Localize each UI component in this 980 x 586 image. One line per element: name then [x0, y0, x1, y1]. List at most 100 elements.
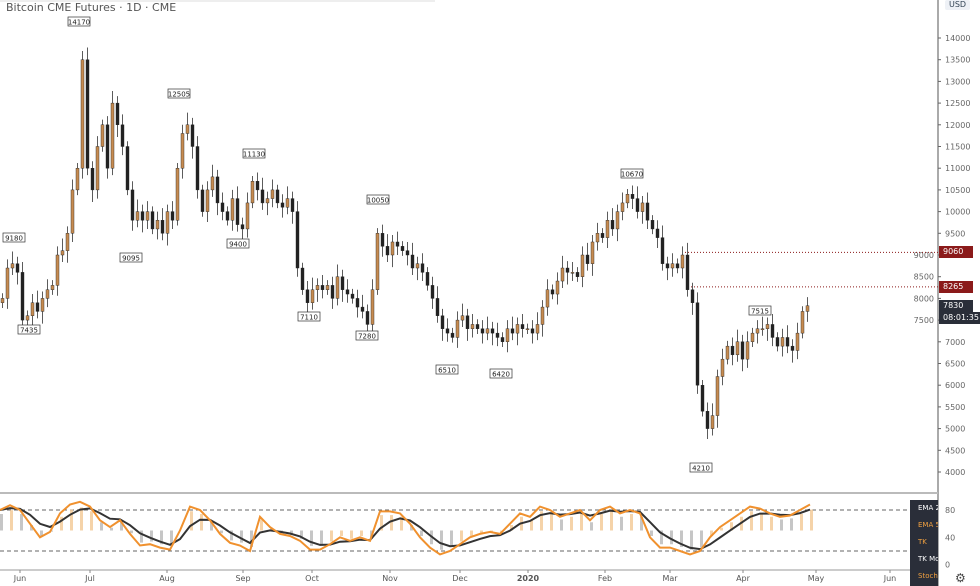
histogram-bar	[350, 530, 353, 539]
candle	[35, 290, 40, 319]
candle	[325, 280, 330, 295]
histogram-bar	[630, 514, 633, 531]
candle-body	[480, 328, 485, 334]
candle-body	[95, 146, 100, 191]
annotation-label: 10670	[621, 171, 643, 179]
x-tick-label: 2020	[517, 574, 540, 583]
candle	[205, 181, 210, 223]
candle-body	[10, 263, 15, 269]
candle-body	[115, 102, 120, 125]
candle	[255, 172, 260, 201]
y-tick-label: 4500	[945, 446, 965, 455]
histogram-bar	[410, 525, 413, 531]
candle-body	[225, 211, 230, 221]
candle-body	[580, 254, 585, 277]
candle-body	[240, 224, 245, 230]
candle-body	[520, 324, 525, 329]
candle	[140, 204, 145, 233]
histogram-bar	[470, 530, 473, 536]
candle	[605, 211, 610, 249]
candle	[795, 322, 800, 360]
candle	[360, 294, 365, 319]
price-line-label-8265: 8265	[939, 280, 973, 293]
histogram-bar	[140, 530, 143, 543]
annotation-box	[2, 232, 26, 243]
candle-body	[725, 345, 730, 360]
legend-item[interactable]: TK	[918, 538, 927, 546]
candle-body	[645, 202, 650, 221]
legend-item[interactable]: Stoch	[918, 572, 938, 580]
candle	[705, 402, 710, 440]
candle-body	[610, 220, 615, 230]
candle-body	[500, 337, 505, 342]
candle	[380, 224, 385, 257]
candle	[395, 231, 400, 255]
candle	[670, 253, 675, 277]
x-tick-label: Aug	[159, 574, 175, 583]
legend-item[interactable]: EMA 20	[918, 504, 938, 512]
candle-body	[175, 167, 180, 221]
candle	[650, 215, 655, 235]
candle-body	[45, 289, 50, 299]
histogram-bar	[30, 525, 33, 531]
candle-body	[455, 319, 460, 338]
histogram-bar	[670, 530, 673, 545]
histogram-bar	[700, 530, 703, 547]
annotation-box	[17, 324, 41, 335]
candle	[790, 339, 795, 363]
histogram-bar	[490, 530, 493, 532]
candle-body	[250, 181, 255, 204]
candle-body	[245, 202, 250, 230]
histogram-bar	[760, 512, 763, 531]
candle-body	[470, 324, 475, 329]
candle-body	[335, 276, 340, 299]
histogram-bar	[190, 511, 193, 531]
candle	[130, 181, 135, 231]
y-tick-label: 6500	[945, 360, 965, 369]
legend-item[interactable]: TK Mom	[918, 555, 938, 563]
candle	[285, 186, 290, 215]
osc-tick-label: 80	[945, 506, 955, 515]
currency-button[interactable]: USD	[945, 0, 971, 10]
candle-body	[155, 220, 160, 230]
candle	[400, 241, 405, 256]
candle-body	[475, 324, 480, 329]
candle	[350, 288, 355, 304]
indicator-legend[interactable]: EMA 20 EMA 50 TK TK Mom Stoch	[910, 500, 938, 586]
histogram-bar	[480, 530, 483, 534]
candle	[515, 317, 520, 346]
annotation-box	[620, 168, 644, 179]
candle	[105, 116, 110, 179]
candle-body	[65, 233, 70, 251]
histogram-bar	[620, 516, 623, 531]
candle	[780, 328, 785, 357]
price-annotation: 4210	[689, 462, 713, 473]
price-annotation: 6420	[489, 368, 513, 379]
candle-body	[425, 272, 430, 286]
candle	[200, 184, 205, 217]
candle-body	[125, 146, 130, 191]
legend-item[interactable]: EMA 50	[918, 521, 938, 529]
candle-body	[485, 328, 490, 334]
candle-body	[710, 415, 715, 429]
candle	[5, 259, 10, 309]
candle	[485, 316, 490, 341]
candle-body	[255, 181, 260, 191]
price-annotation: 14170	[67, 16, 91, 27]
candle-body	[690, 289, 695, 303]
candle-body	[380, 233, 385, 247]
histogram-bar	[650, 530, 653, 536]
candle-body	[695, 302, 700, 386]
price-annotation: 12505	[167, 88, 191, 99]
candle	[150, 206, 155, 235]
candle	[55, 246, 60, 296]
candle-body	[310, 289, 315, 303]
candle-body	[330, 285, 335, 299]
candle	[800, 306, 805, 339]
candle	[730, 337, 735, 366]
histogram-bar	[330, 530, 333, 542]
histogram-bar	[400, 516, 403, 531]
candle-body	[640, 202, 645, 212]
gear-icon[interactable]: ⚙	[955, 571, 966, 585]
